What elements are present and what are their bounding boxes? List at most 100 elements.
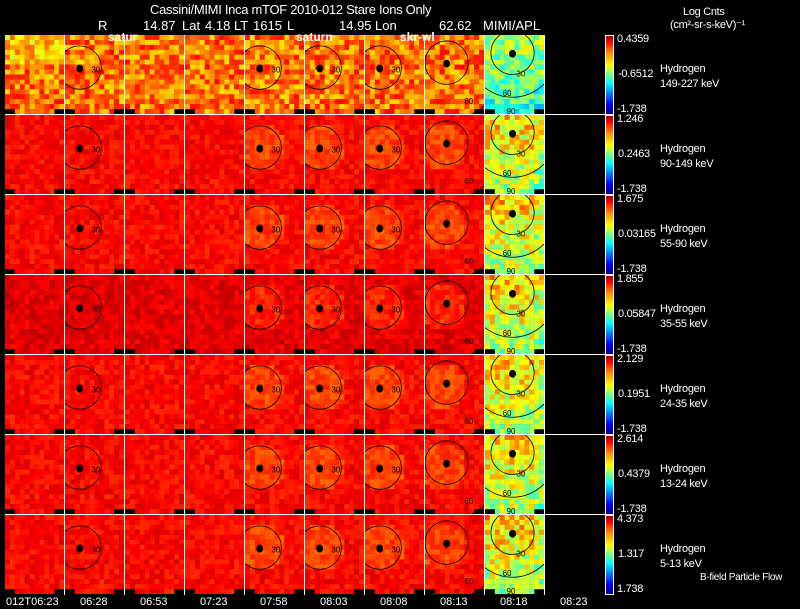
heatmap-pixel	[329, 144, 335, 150]
heatmap-pixel	[94, 89, 100, 95]
heatmap-pixel	[254, 184, 260, 190]
heatmap-pixel	[519, 59, 525, 65]
heatmap-pixel	[489, 49, 496, 55]
heatmap-pixel	[29, 139, 35, 145]
heatmap-pixel	[209, 44, 215, 51]
heatmap-pixel	[169, 139, 175, 145]
heatmap-pixel	[254, 94, 260, 100]
heatmap-pixel	[194, 119, 200, 126]
heatmap-pixel	[314, 219, 320, 225]
heatmap-pixel	[234, 35, 240, 41]
heatmap-pixel	[89, 74, 95, 80]
heatmap-pixel	[159, 184, 165, 190]
heatmap-pixel	[369, 84, 376, 90]
heatmap-pixel	[479, 259, 484, 265]
heatmap-pixel	[24, 104, 30, 110]
heatmap-pixel	[209, 109, 215, 114]
heatmap-pixel	[494, 189, 500, 194]
heatmap-pixel	[209, 179, 215, 185]
heatmap-pixel	[164, 134, 170, 140]
heatmap-pixel	[139, 169, 145, 175]
heatmap-pixel	[99, 115, 105, 121]
heatmap-pixel	[305, 244, 311, 250]
heatmap-pixel	[199, 209, 205, 215]
heatmap-pixel	[99, 54, 105, 60]
heatmap-pixel	[19, 115, 25, 121]
heatmap-pixel	[209, 59, 215, 65]
heatmap-pixel	[359, 174, 364, 180]
heatmap-pixel	[354, 54, 360, 60]
heatmap-pixel	[219, 219, 225, 225]
heatmap-pixel	[444, 109, 450, 114]
heatmap-pixel	[319, 254, 325, 260]
heatmap-pixel	[404, 79, 410, 85]
heatmap-pixel	[314, 189, 320, 194]
heatmap-pixel	[219, 199, 225, 206]
heatmap-pixel	[134, 204, 140, 211]
heatmap-pixel	[434, 269, 440, 274]
heatmap-pixel	[134, 224, 140, 230]
heatmap-pixel	[259, 74, 265, 80]
heatmap-pixel	[294, 184, 300, 190]
heatmap-pixel	[434, 109, 440, 114]
heatmap-pixel	[125, 169, 131, 175]
heatmap-pixel	[54, 254, 60, 260]
heatmap-pixel	[5, 195, 11, 201]
heatmap-pixel	[159, 64, 165, 70]
heatmap-pixel	[59, 144, 64, 150]
heatmap-pixel	[519, 74, 525, 80]
heatmap-pixel	[19, 149, 25, 155]
heatmap-pixel	[334, 129, 340, 135]
heatmap-pixel	[104, 234, 110, 240]
heatmap-pixel	[179, 124, 184, 131]
heatmap-pixel	[14, 195, 20, 201]
heatmap-pixel	[54, 104, 60, 110]
heatmap-pixel	[74, 49, 80, 55]
heatmap-pixel	[284, 64, 290, 70]
heatmap-pixel	[494, 164, 500, 170]
heatmap-pixel	[159, 134, 165, 140]
heatmap-pixel	[164, 169, 170, 175]
heatmap-pixel	[464, 84, 470, 90]
heatmap-pixel	[199, 69, 205, 75]
heatmap-pixel	[359, 259, 364, 265]
heatmap-pixel	[474, 219, 480, 225]
heatmap-pixel	[134, 49, 140, 55]
heatmap-pixel	[399, 139, 405, 145]
heatmap-pixel	[524, 89, 530, 95]
heatmap-pixel	[209, 94, 215, 100]
heatmap-pixel	[114, 54, 120, 60]
heatmap-pixel	[404, 189, 410, 194]
heatmap-pixel	[324, 229, 330, 235]
heatmap-pixel	[174, 184, 180, 190]
heatmap-pixel	[49, 195, 55, 201]
heatmap-pixel	[389, 199, 395, 206]
heatmap-pixel	[89, 39, 95, 46]
heatmap-pixel	[289, 209, 295, 215]
heatmap-pixel	[34, 219, 40, 225]
heatmap-pixel	[469, 195, 475, 201]
heatmap-pixel	[199, 35, 205, 41]
heatmap-pixel	[104, 159, 110, 165]
contour-label: 30	[332, 146, 341, 155]
heatmap-pixel	[444, 149, 450, 155]
heatmap-pixel	[329, 134, 335, 140]
heatmap-pixel	[419, 44, 424, 51]
heatmap-pixel	[269, 59, 275, 65]
heatmap-pixel	[214, 204, 220, 211]
heatmap-pixel	[369, 35, 376, 41]
heatmap-pixel	[434, 119, 440, 126]
heatmap-pixel	[164, 89, 170, 95]
heatmap-pixel	[125, 74, 131, 80]
heatmap-pixel	[449, 79, 455, 85]
heatmap-pixel	[329, 54, 335, 60]
heatmap-pixel	[314, 259, 320, 265]
heatmap-pixel	[394, 224, 400, 230]
heatmap-pixel	[139, 79, 145, 85]
heatmap-pixel	[409, 164, 415, 170]
heatmap-pixel	[339, 239, 345, 245]
heatmap-pixel	[204, 144, 210, 150]
heatmap-pixel	[414, 229, 420, 235]
heatmap-pixel	[404, 39, 410, 46]
heatmap-pixel	[284, 164, 290, 170]
